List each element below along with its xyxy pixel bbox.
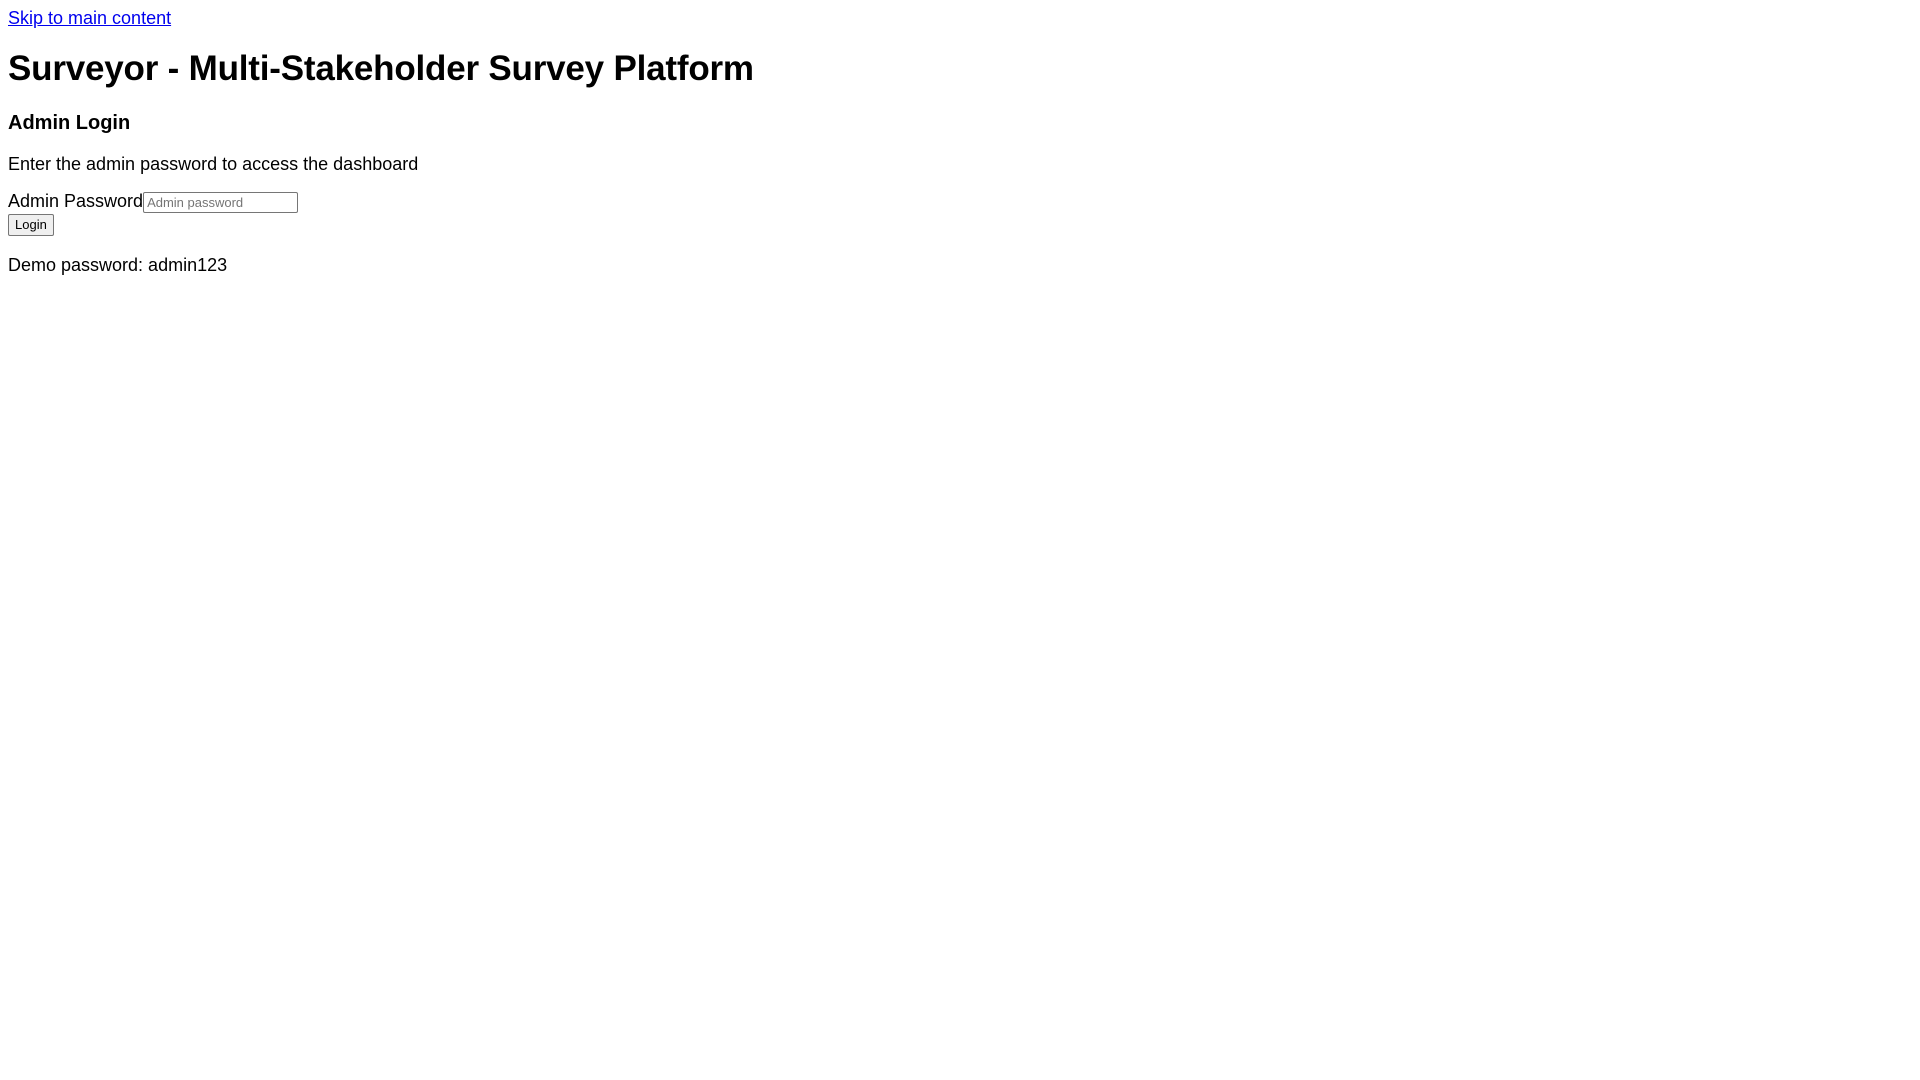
demo-password-note: Demo password: admin123 <box>8 255 228 275</box>
skip-to-main-content-link[interactable]: Skip to main content <box>8 8 172 28</box>
admin-login-heading: Admin Login <box>8 112 131 134</box>
login-description: Enter the admin password to access the d… <box>8 154 419 174</box>
password-field-row: Admin Password <box>8 189 1912 213</box>
main-content: Admin Login Enter the admin password to … <box>8 111 1912 276</box>
admin-password-input[interactable] <box>143 191 299 213</box>
admin-login-form: Admin Password Login <box>8 189 1912 236</box>
admin-password-label: Admin Password <box>8 191 144 211</box>
page-title: Surveyor - Multi-Stakeholder Survey Plat… <box>8 49 754 88</box>
login-button[interactable]: Login <box>8 214 54 236</box>
